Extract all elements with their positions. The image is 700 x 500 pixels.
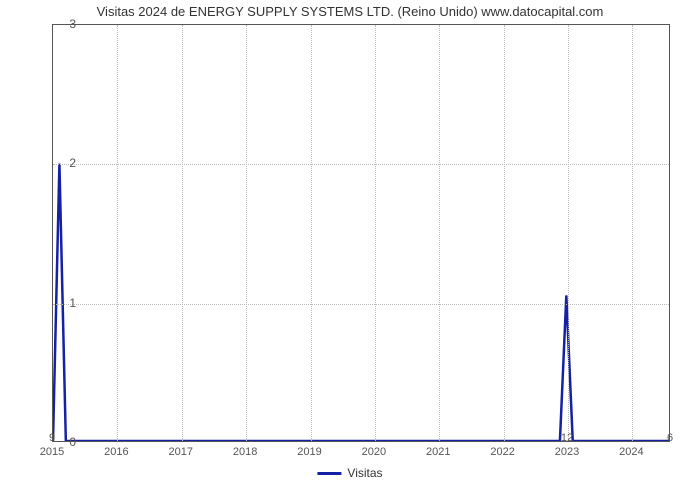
legend-swatch	[317, 472, 341, 475]
grid-line-v	[439, 25, 440, 441]
grid-line-v	[504, 25, 505, 441]
x-tick-label: 2023	[555, 446, 579, 458]
grid-line-v	[568, 25, 569, 441]
plot-area	[52, 24, 670, 442]
x-tick-label: 2015	[40, 446, 64, 458]
note-label: 9	[49, 432, 55, 444]
grid-line-h	[53, 304, 669, 305]
grid-line-v	[117, 25, 118, 441]
x-tick-label: 2018	[233, 446, 257, 458]
note-label: 12	[561, 432, 573, 444]
x-tick-label: 2021	[426, 446, 450, 458]
grid-line-h	[53, 164, 669, 165]
chart-title: Visitas 2024 de ENERGY SUPPLY SYSTEMS LT…	[97, 4, 604, 19]
x-tick-label: 2022	[490, 446, 514, 458]
y-tick-label: 3	[40, 17, 76, 31]
grid-line-v	[182, 25, 183, 441]
grid-line-v	[246, 25, 247, 441]
chart-container: Visitas 2024 de ENERGY SUPPLY SYSTEMS LT…	[0, 0, 700, 500]
x-tick-label: 2017	[169, 446, 193, 458]
legend: Visitas	[317, 466, 382, 480]
note-label: 6	[667, 432, 673, 444]
legend-label: Visitas	[347, 466, 382, 480]
chart-line-svg	[53, 25, 669, 441]
grid-line-v	[632, 25, 633, 441]
y-tick-label: 1	[40, 296, 76, 310]
x-tick-label: 2016	[104, 446, 128, 458]
x-tick-label: 2020	[362, 446, 386, 458]
x-tick-label: 2019	[297, 446, 321, 458]
y-tick-label: 2	[40, 156, 76, 170]
grid-line-v	[375, 25, 376, 441]
grid-line-v	[311, 25, 312, 441]
x-tick-label: 2024	[619, 446, 643, 458]
